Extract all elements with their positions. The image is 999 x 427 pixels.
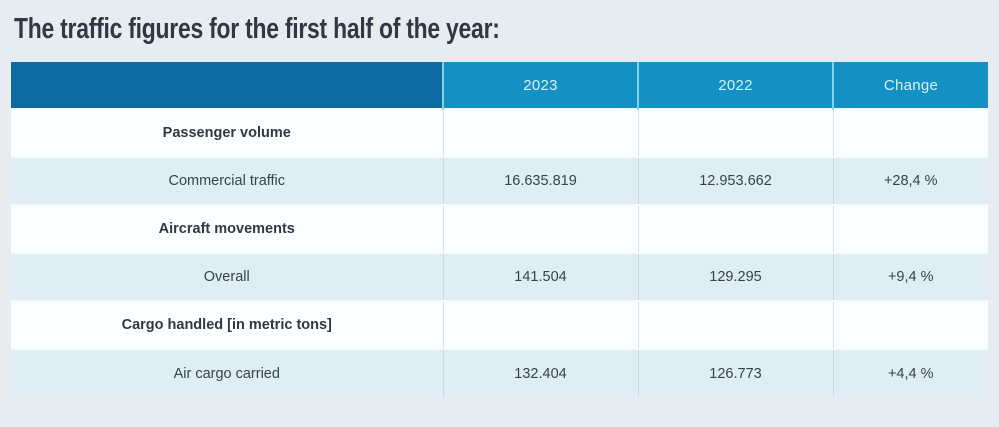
row-label: Cargo handled [in metric tons]: [11, 300, 443, 349]
header-cell-empty: [11, 62, 443, 109]
cell-2023: 132.404: [442, 348, 638, 397]
cell-2023: [442, 204, 638, 253]
row-label: Aircraft movements: [11, 204, 443, 253]
table-row-passenger-volume: Passenger volume: [11, 108, 988, 157]
header-cell-change: Change: [832, 62, 988, 109]
cell-2022: 126.773: [637, 348, 833, 397]
cell-change: +9,4 %: [832, 252, 988, 301]
page-title: The traffic figures for the first half o…: [14, 13, 500, 45]
header-cell-2022: 2022: [637, 62, 833, 109]
table-header-row: 2023 2022 Change: [11, 62, 988, 109]
table-row-aircraft-movements: Aircraft movements: [11, 204, 988, 253]
cell-2022: 12.953.662: [637, 156, 833, 205]
cell-2023: [442, 300, 638, 349]
cell-change: [832, 204, 988, 253]
cell-2022: [637, 204, 833, 253]
cell-2023: 141.504: [442, 252, 638, 301]
cell-change: +4,4 %: [832, 348, 988, 397]
cell-2022: [637, 300, 833, 349]
row-label: Passenger volume: [11, 108, 443, 157]
row-label: Air cargo carried: [11, 348, 443, 397]
header-cell-2023: 2023: [442, 62, 638, 109]
cell-2022: [637, 108, 833, 157]
cell-2023: 16.635.819: [442, 156, 638, 205]
cell-change: [832, 300, 988, 349]
table-row-commercial-traffic: Commercial traffic 16.635.819 12.953.662…: [11, 156, 988, 205]
table-row-overall: Overall 141.504 129.295 +9,4 %: [11, 252, 988, 301]
table-row-cargo-handled: Cargo handled [in metric tons]: [11, 300, 988, 349]
traffic-figures-table: 2023 2022 Change Passenger volume Commer…: [11, 62, 988, 397]
cell-2022: 129.295: [637, 252, 833, 301]
row-label: Commercial traffic: [11, 156, 443, 205]
table-row-air-cargo-carried: Air cargo carried 132.404 126.773 +4,4 %: [11, 348, 988, 397]
row-label: Overall: [11, 252, 443, 301]
cell-2023: [442, 108, 638, 157]
cell-change: [832, 108, 988, 157]
cell-change: +28,4 %: [832, 156, 988, 205]
